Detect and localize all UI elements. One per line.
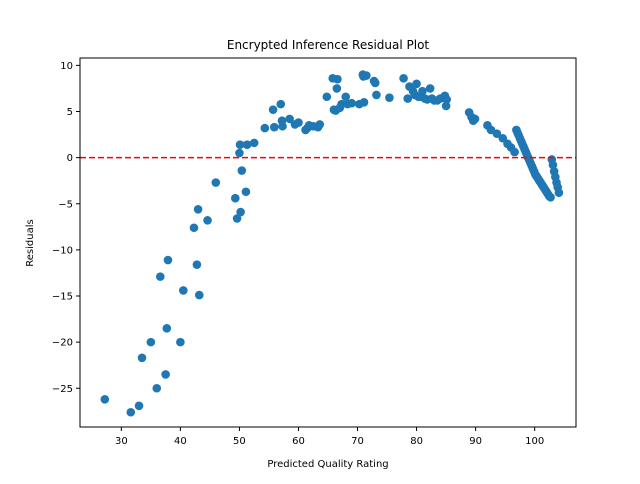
data-point [278, 121, 287, 131]
data-point [385, 93, 394, 102]
data-point [333, 74, 342, 84]
data-point [161, 370, 170, 379]
x-tick-label: 90 [469, 436, 482, 447]
data-point [134, 401, 144, 411]
y-tick-label: −10 [52, 245, 73, 256]
data-point [332, 84, 342, 93]
x-tick-label: 50 [233, 436, 246, 447]
data-point [510, 147, 519, 157]
data-point [294, 118, 303, 127]
data-point [554, 188, 564, 197]
y-axis-label: Residuals [25, 219, 36, 266]
data-point [162, 323, 172, 333]
data-point [341, 92, 351, 102]
data-point [126, 407, 136, 417]
data-point [235, 148, 244, 158]
x-tick-label: 60 [292, 436, 305, 447]
data-point [193, 204, 203, 214]
data-point [412, 79, 421, 89]
data-point [237, 166, 247, 175]
data-point [470, 114, 480, 124]
data-point [347, 98, 356, 108]
data-point [362, 71, 371, 80]
data-point [156, 272, 165, 281]
data-point [337, 99, 346, 109]
data-point [249, 138, 259, 148]
x-tick-label: 30 [115, 436, 128, 447]
x-tick-label: 40 [174, 436, 187, 447]
y-tick-label: 10 [60, 61, 73, 72]
y-tick-label: 5 [67, 107, 73, 118]
plot-frame [79, 57, 577, 428]
data-point [241, 187, 251, 197]
chart-title: Encrypted Inference Residual Plot [227, 38, 430, 52]
data-point [189, 223, 199, 233]
data-point [372, 90, 381, 100]
data-point [242, 140, 252, 150]
data-point [236, 207, 245, 217]
data-point [211, 178, 221, 187]
data-point [192, 260, 202, 269]
data-point [399, 74, 408, 83]
data-point [260, 123, 270, 133]
data-point [276, 99, 286, 109]
y-tick-label: −5 [58, 199, 73, 210]
y-tick-label: −15 [52, 292, 73, 303]
x-tick-label: 70 [351, 436, 364, 447]
data-point [231, 193, 240, 203]
y-tick-label: 0 [67, 153, 73, 164]
data-point [137, 353, 147, 363]
data-point [285, 114, 294, 124]
data-point [268, 105, 278, 114]
data-point [359, 97, 369, 107]
y-tick-label: −25 [52, 384, 73, 395]
y-tick-label: −20 [52, 338, 73, 349]
x-tick-label: 100 [525, 436, 544, 447]
data-point [269, 122, 279, 132]
data-point [403, 94, 413, 103]
data-point [442, 95, 451, 104]
x-axis-label: Predicted Quality Rating [267, 459, 388, 470]
data-point [322, 92, 332, 102]
data-point [146, 337, 156, 347]
data-point [548, 160, 558, 170]
x-tick-label: 80 [410, 436, 423, 447]
data-point [418, 86, 427, 96]
data-point [546, 193, 555, 202]
data-point [176, 337, 185, 347]
data-point [179, 286, 188, 295]
data-point [152, 383, 162, 393]
plot-layer [80, 70, 576, 417]
data-point [232, 214, 242, 223]
data-point [315, 120, 325, 129]
data-point [163, 255, 173, 265]
data-point [441, 101, 451, 111]
data-point [370, 78, 380, 88]
data-point [203, 216, 212, 225]
data-point [492, 129, 502, 138]
data-point [100, 395, 110, 404]
data-point [425, 84, 435, 93]
data-point [194, 290, 204, 300]
data-point [235, 140, 245, 150]
